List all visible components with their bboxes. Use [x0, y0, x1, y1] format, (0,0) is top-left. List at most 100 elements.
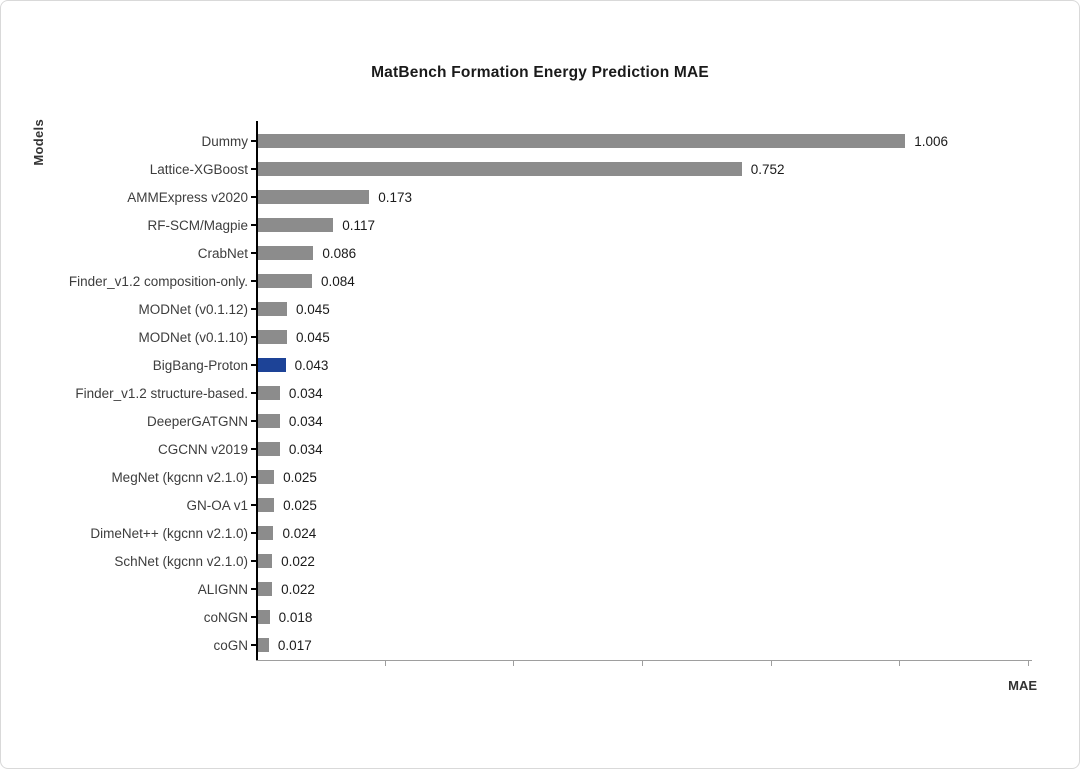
y-axis-tick [251, 140, 256, 142]
bar-area: 0.117 [256, 218, 1079, 233]
y-axis-tick [251, 168, 256, 170]
category-label: CGCNN v2019 [157, 441, 248, 457]
y-axis-tick [251, 448, 256, 450]
value-label: 0.018 [278, 609, 313, 625]
y-axis-tick [251, 420, 256, 422]
category-label: MODNet (v0.1.10) [138, 329, 248, 345]
value-label: 0.034 [288, 385, 323, 401]
value-label: 0.022 [281, 581, 315, 597]
category-label: SchNet (kgcnn v2.1.0) [114, 553, 248, 569]
bar-area: 0.086 [256, 246, 1079, 261]
value-label: 0.034 [288, 441, 323, 457]
bar-rows-container: Dummy 1.006 Lattice-XGBoost 0.752 AMMExpress… [1, 127, 1079, 659]
category-label: Lattice-XGBoost [149, 161, 248, 177]
bar-area: 0.034 [256, 386, 1079, 401]
bar [258, 554, 273, 568]
bar-row: MODNet (v0.1.10) 0.045 [1, 323, 1079, 351]
value-label: 0.045 [295, 301, 330, 317]
x-axis-tick [770, 660, 772, 666]
value-label: 0.043 [294, 357, 329, 373]
category-label: MegNet (kgcnn v2.1.0) [111, 469, 248, 485]
value-label: 0.084 [321, 273, 355, 289]
bar-row: Dummy 1.006 [1, 127, 1079, 155]
bar-row: MegNet (kgcnn v2.1.0) 0.025 [1, 463, 1079, 491]
bar [258, 498, 275, 512]
x-axis-tick [1028, 660, 1029, 666]
bar-row: DimeNet++ (kgcnn v2.1.0) 0.024 [1, 519, 1079, 547]
category-label: BigBang-Proton [152, 357, 248, 373]
bar-area: 0.173 [256, 190, 1079, 205]
bar-row: Finder_v1.2 composition-only. 0.084 [1, 267, 1079, 295]
y-axis-tick [251, 392, 256, 394]
y-axis-tick [251, 252, 256, 254]
bar-row: AMMExpress v2020 0.173 [1, 183, 1079, 211]
value-label: 0.024 [282, 525, 317, 541]
value-label: 0.086 [322, 245, 357, 261]
bar-row: CrabNet 0.086 [1, 239, 1079, 267]
y-axis-tick [251, 364, 256, 366]
bar-area: 0.017 [256, 638, 1079, 653]
category-label: AMMExpress v2020 [127, 189, 248, 205]
y-axis-tick [251, 336, 256, 338]
x-axis-tick [513, 660, 515, 666]
y-axis-tick [251, 476, 256, 478]
bar [258, 274, 313, 288]
value-label: 0.752 [750, 161, 785, 177]
category-label: Finder_v1.2 structure-based. [75, 385, 248, 401]
x-axis-line [256, 660, 1032, 661]
bar-row: CGCNN v2019 0.034 [1, 435, 1079, 463]
value-label: 0.017 [277, 637, 312, 653]
bar-row: coGN 0.017 [1, 631, 1079, 659]
y-axis-tick [251, 196, 256, 198]
bar [258, 134, 906, 148]
bar-area: 0.022 [256, 554, 1079, 569]
bar-row: BigBang-Proton 0.043 [1, 351, 1079, 379]
bar [258, 386, 280, 400]
category-label: ALIGNN [197, 581, 248, 597]
value-label: 0.117 [342, 217, 376, 233]
bar-area: 0.045 [256, 302, 1079, 317]
bar [258, 358, 286, 372]
bar-row: Lattice-XGBoost 0.752 [1, 155, 1079, 183]
bar [258, 246, 314, 260]
bar-area: 0.045 [256, 330, 1079, 345]
bar-area: 0.018 [256, 610, 1079, 625]
value-label: 0.173 [378, 189, 413, 205]
bar [258, 330, 287, 344]
bar-row: ALIGNN 0.022 [1, 575, 1079, 603]
bar-area: 0.084 [256, 274, 1079, 289]
category-label: DimeNet++ (kgcnn v2.1.0) [90, 525, 248, 541]
bar [258, 218, 334, 232]
y-axis-line [256, 121, 258, 661]
value-label: 0.025 [283, 469, 317, 485]
bar-row: RF-SCM/Magpie 0.117 [1, 211, 1079, 239]
category-label: coNGN [203, 609, 248, 625]
x-axis-tick [642, 660, 643, 666]
y-axis-tick [251, 644, 256, 646]
bar-row: coNGN 0.018 [1, 603, 1079, 631]
bar [258, 582, 273, 596]
bar-area: 0.022 [256, 582, 1079, 597]
y-axis-tick [251, 308, 256, 310]
chart-title: MatBench Formation Energy Prediction MAE [371, 64, 709, 81]
bar [258, 610, 270, 624]
category-label: DeeperGATGNN [146, 413, 248, 429]
bar-area: 0.034 [256, 442, 1079, 457]
bar-area: 1.006 [256, 134, 1079, 149]
bar-area: 0.043 [256, 358, 1079, 373]
bar-area: 0.024 [256, 526, 1079, 541]
bar-area: 0.034 [256, 414, 1079, 429]
bar [258, 414, 280, 428]
bar-row: MODNet (v0.1.12) 0.045 [1, 295, 1079, 323]
bar-area: 0.025 [256, 470, 1079, 485]
bar [258, 190, 370, 204]
category-label: RF-SCM/Magpie [147, 217, 248, 233]
bar-row: Finder_v1.2 structure-based. 0.034 [1, 379, 1079, 407]
bar [258, 526, 274, 540]
value-label: 0.022 [281, 553, 315, 569]
bar-area: 0.752 [256, 162, 1079, 177]
y-axis-tick [251, 588, 256, 590]
bar-row: DeeperGATGNN 0.034 [1, 407, 1079, 435]
category-label: MODNet (v0.1.12) [138, 301, 248, 317]
